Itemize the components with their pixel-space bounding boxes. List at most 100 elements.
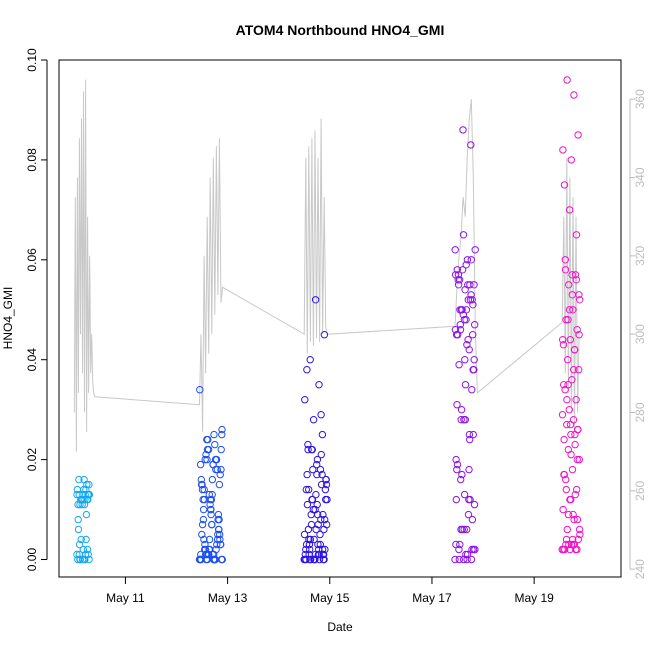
flight-2-point (211, 555, 219, 564)
flight-4-point (463, 525, 471, 534)
flight-3-point (309, 465, 317, 474)
flight-2-point (202, 555, 211, 564)
flight-3-point (308, 445, 316, 454)
flight-5-point (571, 490, 579, 499)
flight-4-point (458, 470, 466, 479)
flight-3-point (315, 550, 323, 559)
flight-5-point (576, 296, 584, 304)
flight-4-point (464, 510, 473, 519)
flight-5-point (560, 435, 568, 444)
flight-3-point (304, 445, 312, 454)
flight-3-point (302, 545, 310, 554)
flight-2-point (200, 485, 208, 494)
flight-3-point (309, 416, 318, 424)
flight-3-point (322, 480, 331, 489)
flight-5-point (559, 545, 567, 554)
flight-2-point (205, 535, 214, 544)
flight-5-point (575, 331, 583, 339)
right-tick-label: 320 (633, 246, 647, 266)
flight-4-point (453, 266, 461, 274)
flight-4-point (466, 281, 474, 289)
flight-1-point (74, 525, 83, 534)
flight-5-point (573, 485, 581, 494)
flight-3-point (308, 495, 316, 504)
flight-5-point (559, 505, 567, 514)
flight-3-point (302, 485, 310, 494)
flight-5-point (569, 510, 577, 519)
flight-3-point (321, 545, 329, 554)
x-axis: May 11 May 13 May 15 May 17 May 19 (106, 576, 554, 605)
x-tick-label: May 13 (208, 591, 248, 605)
flight-5-point (564, 356, 572, 364)
flight-1-point (82, 535, 90, 544)
flight-5-point (573, 515, 582, 524)
flight-4-point (459, 231, 468, 239)
right-tick-label: 340 (633, 167, 647, 187)
flight-4-point (452, 455, 460, 464)
flight-5-point (571, 271, 580, 279)
flight-4-point (460, 490, 469, 499)
flight-4-point (457, 525, 465, 534)
flight-4-point (451, 246, 459, 254)
flight-1-point (75, 540, 84, 549)
flight-2-point (215, 480, 224, 489)
flight-3-point (314, 510, 322, 519)
flight-3-point (311, 550, 320, 559)
flight-5-point (561, 386, 569, 394)
flight-5-point (567, 430, 575, 439)
scatter-points-layer (73, 76, 584, 564)
flight-2-point (217, 465, 225, 474)
flight-4-point (453, 401, 461, 409)
flight-3-point (307, 520, 316, 529)
flight-3-point (302, 555, 310, 564)
flight-2-point (217, 445, 225, 454)
right-y-axis: 240 260 280 300 320 340 360 (629, 89, 647, 579)
left-tick-label: 0.02 (25, 448, 39, 472)
flight-2-point (214, 530, 222, 539)
flight-4-point (469, 430, 477, 439)
flight-3-point (306, 356, 314, 364)
x-axis-label: Date (327, 620, 353, 634)
flight-4-point (467, 291, 475, 299)
flight-4-point (460, 555, 468, 564)
flight-5-point (567, 156, 575, 164)
flight-4-point (457, 416, 465, 424)
right-tick-label: 280 (633, 402, 647, 422)
flight-3-point (304, 440, 312, 449)
flight-3-point (319, 550, 327, 559)
flight-1-point (82, 510, 91, 519)
flight-5-point (569, 306, 577, 314)
flight-3-point (303, 470, 311, 479)
flight-1-point (75, 550, 84, 559)
flight-5-point (568, 465, 577, 474)
x-tick-label: May 11 (106, 591, 145, 605)
flight-2-point (201, 540, 209, 549)
flight-3-point (311, 296, 320, 304)
flight-5-point (573, 326, 581, 334)
flight-4-point (466, 435, 474, 444)
flight-5-point (558, 411, 567, 419)
flight-2-point (201, 545, 210, 554)
flight-2-point (198, 480, 206, 489)
flight-4-point (461, 286, 469, 294)
flight-4-point (451, 555, 459, 564)
flight-2-point (199, 495, 207, 504)
flight-3-point (315, 381, 323, 389)
flight-5-point (564, 316, 572, 324)
flight-3-point (313, 455, 322, 464)
flight-5-point (561, 256, 569, 264)
flight-2-point (208, 475, 217, 484)
flight-5-point (567, 540, 576, 549)
flight-4-point (468, 515, 477, 524)
flight-4-point (457, 475, 465, 484)
flight-3-point (322, 495, 330, 504)
flight-2-point (196, 460, 205, 469)
right-axis-trace-layer (73, 79, 580, 452)
flight-5-point (572, 396, 580, 404)
flight-2-point (199, 515, 208, 524)
flight-5-point (571, 346, 579, 354)
flight-2-point (201, 455, 209, 464)
flight-3-point (303, 366, 311, 374)
flight-2-point (210, 430, 218, 439)
flight-1-point (85, 480, 93, 489)
